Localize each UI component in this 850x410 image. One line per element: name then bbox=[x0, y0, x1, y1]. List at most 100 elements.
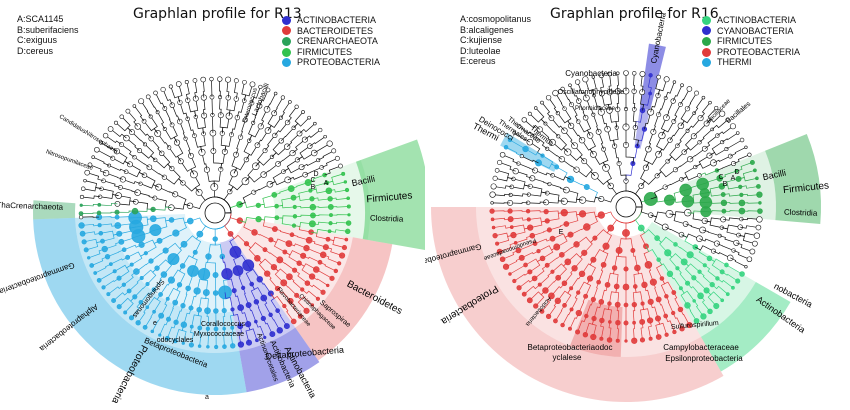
tree-branch bbox=[309, 136, 326, 147]
tree-branch bbox=[532, 229, 550, 237]
legend-item: PROTEOBACTERIA bbox=[282, 57, 380, 68]
tree-branch bbox=[505, 146, 522, 157]
tree-branch bbox=[693, 277, 707, 291]
tree-branch bbox=[226, 273, 235, 291]
legend-item: FIRMICUTES bbox=[702, 36, 800, 47]
legend-label: ACTINOBACTERIA bbox=[297, 15, 377, 25]
tree-node bbox=[671, 290, 677, 295]
tree-node bbox=[83, 178, 87, 183]
tree-branch bbox=[280, 101, 291, 118]
tree-branch bbox=[687, 210, 706, 214]
tree-branch bbox=[614, 145, 620, 164]
tree-branch bbox=[171, 168, 184, 184]
tree-branch bbox=[538, 162, 557, 169]
tree-node bbox=[292, 267, 298, 273]
tree-branch bbox=[236, 100, 245, 118]
tree-node bbox=[102, 132, 109, 139]
tree-branch bbox=[680, 287, 695, 302]
tree-node bbox=[708, 100, 712, 105]
tree-node bbox=[116, 304, 122, 310]
tree-branch bbox=[327, 236, 347, 242]
tree-branch bbox=[675, 244, 691, 256]
tree-branch bbox=[312, 206, 331, 208]
tree-branch bbox=[202, 273, 209, 293]
tree-branch bbox=[633, 127, 639, 147]
tree-branch bbox=[253, 183, 271, 193]
tree-branch bbox=[687, 92, 697, 109]
tree-node bbox=[145, 94, 151, 100]
tree-branch bbox=[293, 111, 304, 129]
tree-node bbox=[623, 70, 629, 76]
tree-branch bbox=[291, 234, 310, 241]
tree-node bbox=[158, 333, 162, 337]
tree-node bbox=[184, 79, 189, 85]
tree-branch bbox=[162, 89, 173, 106]
tree-branch bbox=[539, 129, 553, 143]
tree-branch bbox=[546, 254, 563, 266]
tree-branch bbox=[534, 238, 553, 244]
tree-branch bbox=[326, 173, 344, 184]
tree-node bbox=[540, 153, 545, 158]
tree-branch bbox=[119, 226, 137, 235]
tree-branch bbox=[284, 250, 304, 257]
tree-node bbox=[569, 102, 575, 108]
tree-node bbox=[526, 297, 533, 304]
tree-branch bbox=[302, 289, 319, 300]
tree-branch bbox=[509, 139, 526, 150]
tree-branch bbox=[552, 141, 569, 153]
tree-branch bbox=[602, 246, 609, 265]
tree-branch bbox=[231, 154, 238, 174]
tree-node bbox=[663, 194, 675, 206]
tree-branch bbox=[312, 214, 331, 216]
tree-branch bbox=[164, 128, 178, 143]
tree-branch bbox=[574, 252, 585, 269]
tree-branch bbox=[95, 263, 112, 274]
legend-item: BACTEROIDETES bbox=[282, 26, 380, 37]
clade-highlight-proteobacteria bbox=[33, 217, 247, 395]
tree-node bbox=[343, 180, 348, 184]
tree-branch bbox=[667, 151, 685, 162]
tree-branch bbox=[198, 327, 202, 347]
node-letter: A bbox=[324, 180, 329, 187]
tree-node bbox=[706, 152, 713, 159]
tree-branch bbox=[224, 292, 233, 310]
tree-node bbox=[582, 76, 589, 83]
tree-branch bbox=[699, 170, 718, 176]
tree-branch bbox=[585, 97, 594, 115]
tree-node bbox=[725, 292, 730, 297]
tree-branch bbox=[99, 216, 118, 218]
tree-branch bbox=[518, 163, 536, 171]
tree-branch bbox=[125, 171, 145, 178]
tree-node bbox=[344, 237, 349, 242]
tree-node bbox=[222, 344, 227, 349]
tree-node bbox=[503, 145, 509, 150]
clade-label: Betaproteobacteriaodoc bbox=[528, 343, 613, 352]
tree-branch bbox=[648, 264, 654, 283]
tree-node bbox=[138, 98, 145, 105]
tree-branch bbox=[286, 133, 300, 147]
tree-node bbox=[214, 344, 219, 350]
tree-branch bbox=[513, 227, 531, 236]
tree-node bbox=[307, 115, 311, 120]
tree-node bbox=[108, 262, 113, 266]
tree-node bbox=[535, 159, 542, 167]
tree-branch bbox=[255, 321, 266, 338]
tree-branch bbox=[138, 229, 156, 237]
tree-node bbox=[672, 80, 677, 84]
tree-node bbox=[297, 313, 303, 319]
tree-node bbox=[527, 269, 533, 275]
tree-node bbox=[727, 153, 733, 159]
clade-highlight-bacteroidetes bbox=[295, 237, 393, 361]
tree-branch bbox=[601, 93, 610, 111]
tree-branch bbox=[666, 100, 674, 118]
legend-item: ACTINOBACTERIA bbox=[702, 15, 800, 26]
tree-node bbox=[128, 315, 135, 321]
tree-branch bbox=[187, 270, 194, 289]
tree-branch bbox=[702, 229, 720, 237]
tree-branch bbox=[617, 322, 619, 341]
tree-node bbox=[79, 203, 83, 207]
tree-branch bbox=[117, 210, 136, 213]
tree-branch bbox=[509, 264, 526, 275]
tree-branch bbox=[677, 130, 688, 146]
tree-node bbox=[582, 94, 590, 102]
